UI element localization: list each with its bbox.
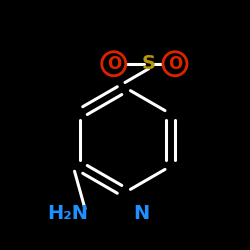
Text: H₂N: H₂N [47,204,88,223]
Text: O: O [168,55,182,73]
Text: S: S [142,54,156,73]
Text: N: N [133,204,150,223]
Text: O: O [106,55,121,73]
